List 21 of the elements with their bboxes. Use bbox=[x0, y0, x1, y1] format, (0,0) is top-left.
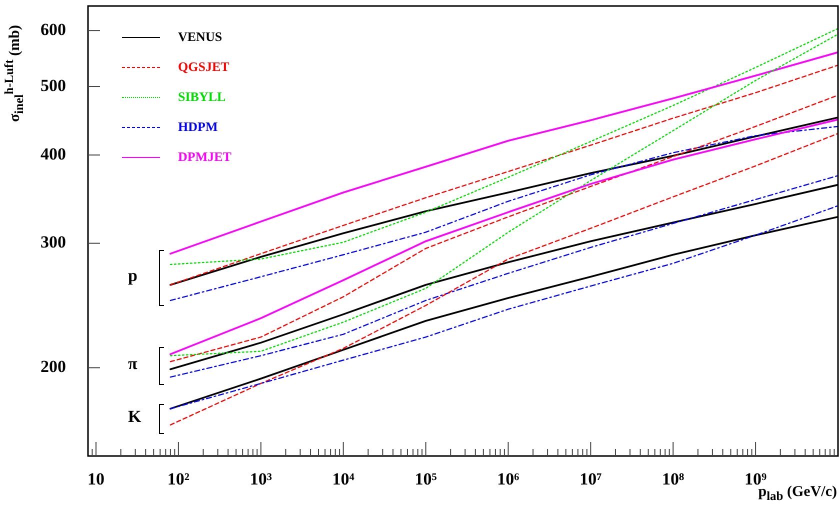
x-tick-label: 10⁸ bbox=[662, 470, 684, 489]
legend-label: DPMJET bbox=[178, 149, 232, 165]
annotation: K bbox=[128, 407, 142, 427]
x-tick-label: 10⁴ bbox=[332, 470, 354, 489]
y-tick-label: 200 bbox=[40, 357, 66, 376]
x-tick-label: 10 bbox=[87, 470, 104, 489]
annotation: π bbox=[128, 354, 138, 374]
y-tick-label: 300 bbox=[40, 232, 66, 252]
x-tick-label: 10² bbox=[167, 470, 190, 489]
legend-label: QGSJET bbox=[178, 59, 230, 75]
x-tick-label: 10⁷ bbox=[580, 470, 602, 489]
legend-label: HDPM bbox=[178, 119, 218, 135]
legend-label: SIBYLL bbox=[178, 89, 226, 105]
y-tick-label: 500 bbox=[40, 76, 66, 95]
x-tick-label: 10⁶ bbox=[497, 470, 520, 489]
annotation: p bbox=[128, 266, 138, 286]
y-tick-label: 400 bbox=[40, 144, 66, 164]
x-tick-label: 10³ bbox=[250, 470, 272, 489]
legend-label: VENUS bbox=[178, 29, 222, 45]
x-tick-label: 10⁵ bbox=[414, 470, 437, 489]
y-tick-label: 600 bbox=[40, 20, 66, 39]
